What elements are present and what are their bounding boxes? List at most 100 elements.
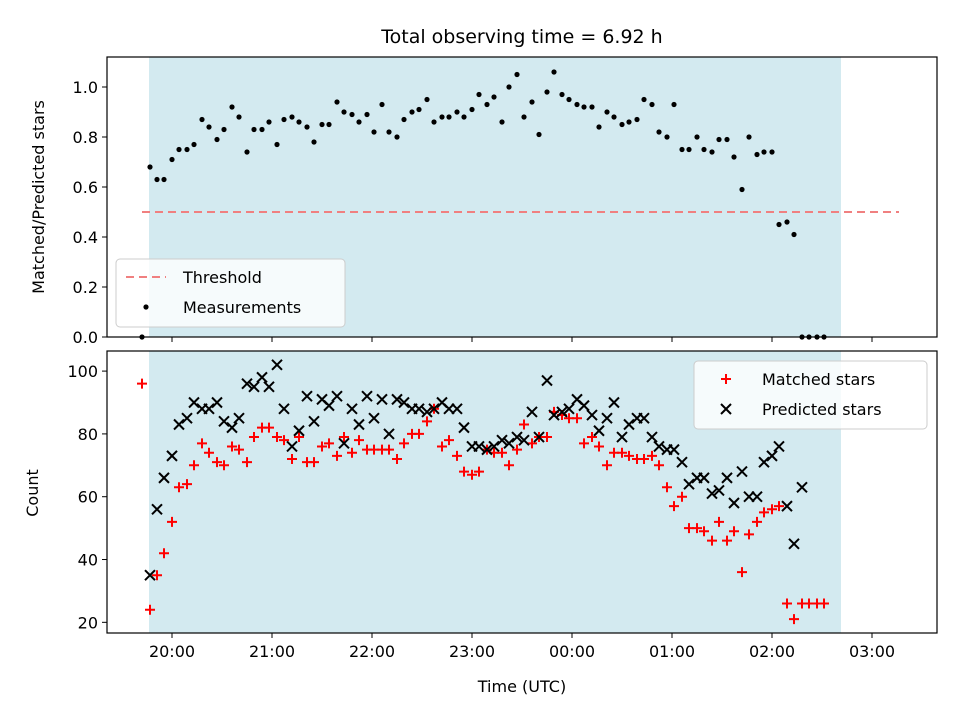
data-point [766,450,778,462]
y-tick-label: 80 [78,425,98,444]
data-point [503,437,515,450]
data-point [752,516,762,527]
data-point [376,393,388,406]
data-point [593,425,605,437]
data-point [769,149,775,155]
data-point [641,96,647,103]
data-point [664,134,670,140]
legend-predicted-swatch [720,403,732,415]
data-point [676,456,688,468]
data-point [444,435,454,446]
data-point [414,428,424,439]
data-point [431,119,437,125]
data-point [154,176,160,183]
data-point [248,381,260,393]
data-point [504,460,514,471]
data-point [221,126,227,133]
data-point [227,441,237,452]
data-point [383,428,395,440]
data-point [656,129,662,135]
data-point [512,444,522,455]
data-point [266,119,272,125]
y-tick-label: 40 [78,551,98,570]
data-point [551,69,557,75]
data-point [698,472,710,484]
data-point [731,154,737,160]
data-point [323,399,335,412]
data-point [446,114,452,120]
legend-label-threshold: Threshold [182,268,262,287]
data-point [649,101,655,108]
data-point [281,116,287,123]
data-point [789,614,799,625]
data-point [497,447,507,458]
data-point [203,403,215,415]
panel-count: 20 40 60 80 100 20:00 21:00 22:00 23:00 00:00 01:0… [67,350,938,661]
series-matched-stars [137,378,829,625]
data-point [452,450,462,461]
data-point [147,164,153,170]
data-point [264,422,274,433]
data-point [173,418,185,431]
data-point [781,500,793,512]
data-point [394,134,400,140]
data-point [242,457,252,468]
data-point [548,409,560,421]
data-point [759,507,769,518]
y-tick-label: 1.0 [73,78,98,97]
legend-box [693,360,928,430]
data-point [566,96,572,103]
data-point [788,538,800,550]
data-point [604,109,610,115]
data-point [721,472,733,484]
data-point [601,412,613,424]
data-point [506,84,512,90]
data-point [488,440,500,453]
data-point [332,450,342,461]
data-point [279,435,289,446]
data-point [581,104,587,110]
data-point [767,504,777,515]
data-point [701,146,707,153]
data-point [324,438,334,449]
data-point [226,421,238,434]
data-point [229,104,235,110]
data-point [167,516,177,527]
data-point [424,96,430,103]
data-point [249,432,259,443]
data-point [169,156,175,163]
x-tick-label: 00:00 [549,642,595,661]
y-tick-label: 0.6 [73,178,98,197]
data-point [263,381,275,393]
data-point [212,457,222,468]
data-point [293,425,305,437]
axes-frame [106,350,938,634]
data-point [694,134,700,140]
data-point [729,526,739,537]
data-point [469,106,475,113]
data-point [294,432,304,443]
data-point [416,106,422,113]
data-point [484,101,490,108]
data-point [319,121,325,128]
x-tick-label: 22:00 [349,642,395,661]
data-point [616,431,628,443]
data-point [144,569,156,581]
data-point [233,412,245,424]
y-tick-label: 20 [78,613,98,632]
data-point [511,431,523,443]
data-point [461,114,467,120]
data-point [611,114,617,120]
data-point [746,134,752,140]
data-point [784,219,790,225]
data-point [379,101,385,108]
data-point [214,136,220,143]
data-point [211,396,223,409]
legend: Threshold Measurements [115,258,346,328]
data-point [529,99,535,105]
data-point [256,371,268,384]
data-point [707,535,717,546]
data-point [331,390,343,402]
data-point [736,465,748,478]
data-point [647,450,657,461]
